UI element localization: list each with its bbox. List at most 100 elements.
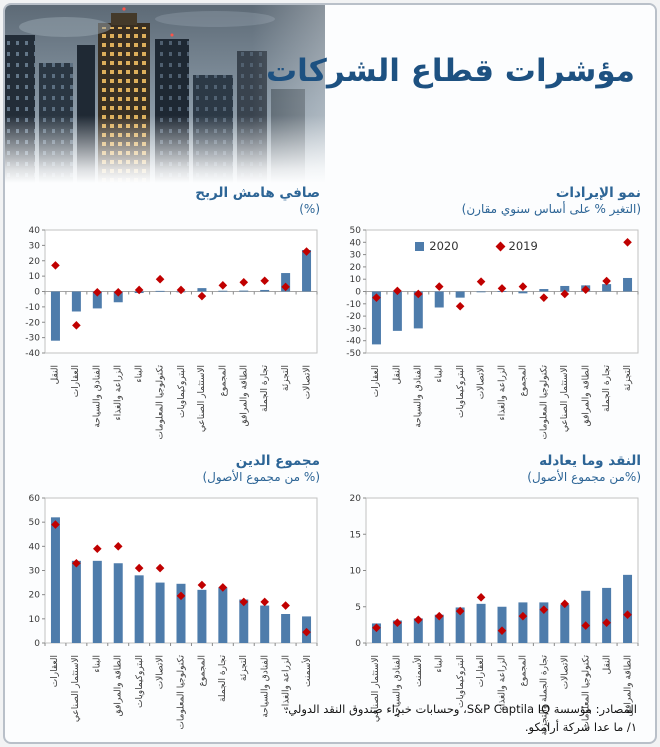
chart-net-profit-margin: صافي هامش الربح (%) -40 -30 -20 -10 0 10 20 30 4… xyxy=(19,185,320,447)
y-axis-tick-label: 30 xyxy=(29,567,41,577)
diamond-marker-2019 xyxy=(239,597,249,607)
chart-subtitle: (%من مجموع الأصول) xyxy=(527,469,641,484)
diamond-marker-2019 xyxy=(434,611,444,621)
x-axis-label: الطاقة والمرافق xyxy=(581,365,592,427)
y-axis-tick-label: 0 xyxy=(34,639,40,649)
bar-2020 xyxy=(476,291,486,293)
photo-fade-bottom xyxy=(5,5,655,183)
diamond-marker-2019 xyxy=(155,274,165,284)
y-axis-tick-label: 20 xyxy=(29,257,41,267)
x-axis-label: العقارات xyxy=(71,365,82,398)
x-axis-label: البناء xyxy=(434,365,445,383)
y-axis-tick-label: 10 xyxy=(350,567,362,577)
x-axis-label: العقارات xyxy=(50,655,61,688)
x-axis-category: النقل xyxy=(387,363,408,447)
x-axis-category: الاستثمار الصناعي xyxy=(192,363,213,447)
x-axis-label: البتروكيماويات xyxy=(176,365,187,418)
x-axis-label: النقل xyxy=(602,655,613,675)
bar-2020 xyxy=(434,614,444,643)
diamond-marker-2019 xyxy=(372,623,381,633)
y-axis-tick-label: 50 xyxy=(350,226,362,236)
bar-2020 xyxy=(155,582,165,643)
chart-subtitle: (% من مجموع الأصول) xyxy=(202,469,320,484)
chart-head: النقد وما يعادله (%من مجموع الأصول) xyxy=(340,453,641,491)
diamond-marker-2019 xyxy=(455,606,465,616)
x-axis-label: تكنولوجيا المعلومات xyxy=(539,365,550,440)
diamond-marker-2019 xyxy=(476,593,486,602)
x-axis-category: الفنادق والسياحة xyxy=(87,363,108,447)
y-axis-tick-label: 40 xyxy=(29,542,41,552)
x-axis-category: العقارات xyxy=(366,363,387,447)
chart-head: صافي هامش الربح (%) xyxy=(19,185,320,223)
legend-label-2019: 2019 xyxy=(508,239,538,253)
x-axis-labels: النقل العقارات الفنادق والسياحة الزراعة وال… xyxy=(45,363,318,447)
x-axis-label: العقارات xyxy=(371,365,382,398)
y-axis-tick-label: -40 xyxy=(346,337,361,347)
chart-head: مجموع الدين (% من مجموع الأصول) xyxy=(19,453,320,491)
diamond-marker-2019 xyxy=(393,618,402,627)
corporate-indicators-panel: مؤشرات قطاع الشركات نمو الإيرادات (التغي… xyxy=(3,3,657,744)
diamond-marker-2019 xyxy=(518,611,528,621)
x-axis-category: الطاقة والمرافق xyxy=(234,363,255,447)
diamond-marker-2019 xyxy=(260,276,269,286)
chart-plot: -40 -30 -20 -10 0 10 20 30 40 xyxy=(19,225,320,363)
diamond-marker-2019 xyxy=(539,293,549,302)
x-axis-category: البتروكيماويات xyxy=(171,363,192,447)
y-axis-tick-label: 20 xyxy=(29,591,41,601)
diamond-marker-2019 xyxy=(581,621,590,630)
bar-2020 xyxy=(623,277,633,292)
diamond-marker-2019 xyxy=(134,563,144,573)
x-axis-label: الاتصالات xyxy=(560,655,571,690)
x-axis-label: البتروكيماويات xyxy=(455,365,466,418)
diamond-marker-2019 xyxy=(176,285,186,295)
x-axis-category: البناء xyxy=(129,363,150,447)
x-axis-category: الاستثمار الصناعي xyxy=(555,363,576,447)
x-axis-label: البناء xyxy=(134,365,145,383)
bar-2020 xyxy=(71,291,81,312)
diamond-marker-2019 xyxy=(260,597,269,607)
chart-title: نمو الإيرادات xyxy=(555,185,641,201)
bar-2020 xyxy=(413,618,423,643)
diamond-marker-2019 xyxy=(155,563,165,573)
x-axis-label: البناء xyxy=(434,655,445,673)
x-axis-category: الزراعة والغذاء xyxy=(492,363,513,447)
diamond-marker-2019 xyxy=(218,583,228,592)
diamond-marker-2019 xyxy=(414,615,423,625)
legend-label-2020: 2020 xyxy=(429,239,459,253)
x-axis-category: الاتصالات xyxy=(471,363,492,447)
bar-2020 xyxy=(50,291,60,341)
bar-2020 xyxy=(302,249,312,292)
y-axis-tick-label: 0 xyxy=(355,288,361,298)
header: مؤشرات قطاع الشركات xyxy=(5,5,655,183)
bar-2020 xyxy=(560,285,570,292)
bar-2020 xyxy=(602,587,612,643)
y-axis-tick-label: 30 xyxy=(350,251,362,261)
x-axis-category: البناء xyxy=(429,363,450,447)
y-axis-tick-label: 15 xyxy=(350,530,361,540)
bar-2020 xyxy=(602,284,612,292)
x-axis-label: الاتصالات xyxy=(476,365,487,400)
chart-title: صافي هامش الربح xyxy=(195,185,320,201)
x-axis-label: الاتصالات xyxy=(302,365,313,400)
bar-2020 xyxy=(281,273,291,292)
chart-plot: 0 10 20 30 40 50 60 xyxy=(19,493,320,653)
y-axis-tick-label: 0 xyxy=(355,639,361,649)
y-axis-tick-label: -50 xyxy=(346,349,361,359)
bar-2020 xyxy=(392,291,402,331)
bar-2020 xyxy=(413,291,423,329)
bar-2020 xyxy=(260,605,270,643)
y-axis-tick-label: -10 xyxy=(25,303,40,313)
x-axis-label: الزراعة والغذاء xyxy=(113,365,124,421)
bar-2020 xyxy=(518,291,528,294)
x-axis-label: البتروكيماويات xyxy=(455,655,466,708)
y-axis-tick-label: 40 xyxy=(350,238,362,248)
x-axis-label: المجموع xyxy=(197,655,208,687)
bar-2020 xyxy=(497,606,507,643)
chart-canvas-revenue-growth: -50 -40 -30 -20 -10 0 10 20 30 40 50 xyxy=(346,226,639,359)
x-axis-label: تكنولوجيا المعلومات xyxy=(155,365,166,440)
x-axis-label: النقل xyxy=(392,365,403,385)
x-axis-label: المجموع xyxy=(518,365,529,397)
y-axis-tick-label: -20 xyxy=(346,312,361,322)
chart-canvas-total-debt: 0 10 20 30 40 50 60 xyxy=(29,494,318,649)
x-axis-label: المجموع xyxy=(218,365,229,397)
